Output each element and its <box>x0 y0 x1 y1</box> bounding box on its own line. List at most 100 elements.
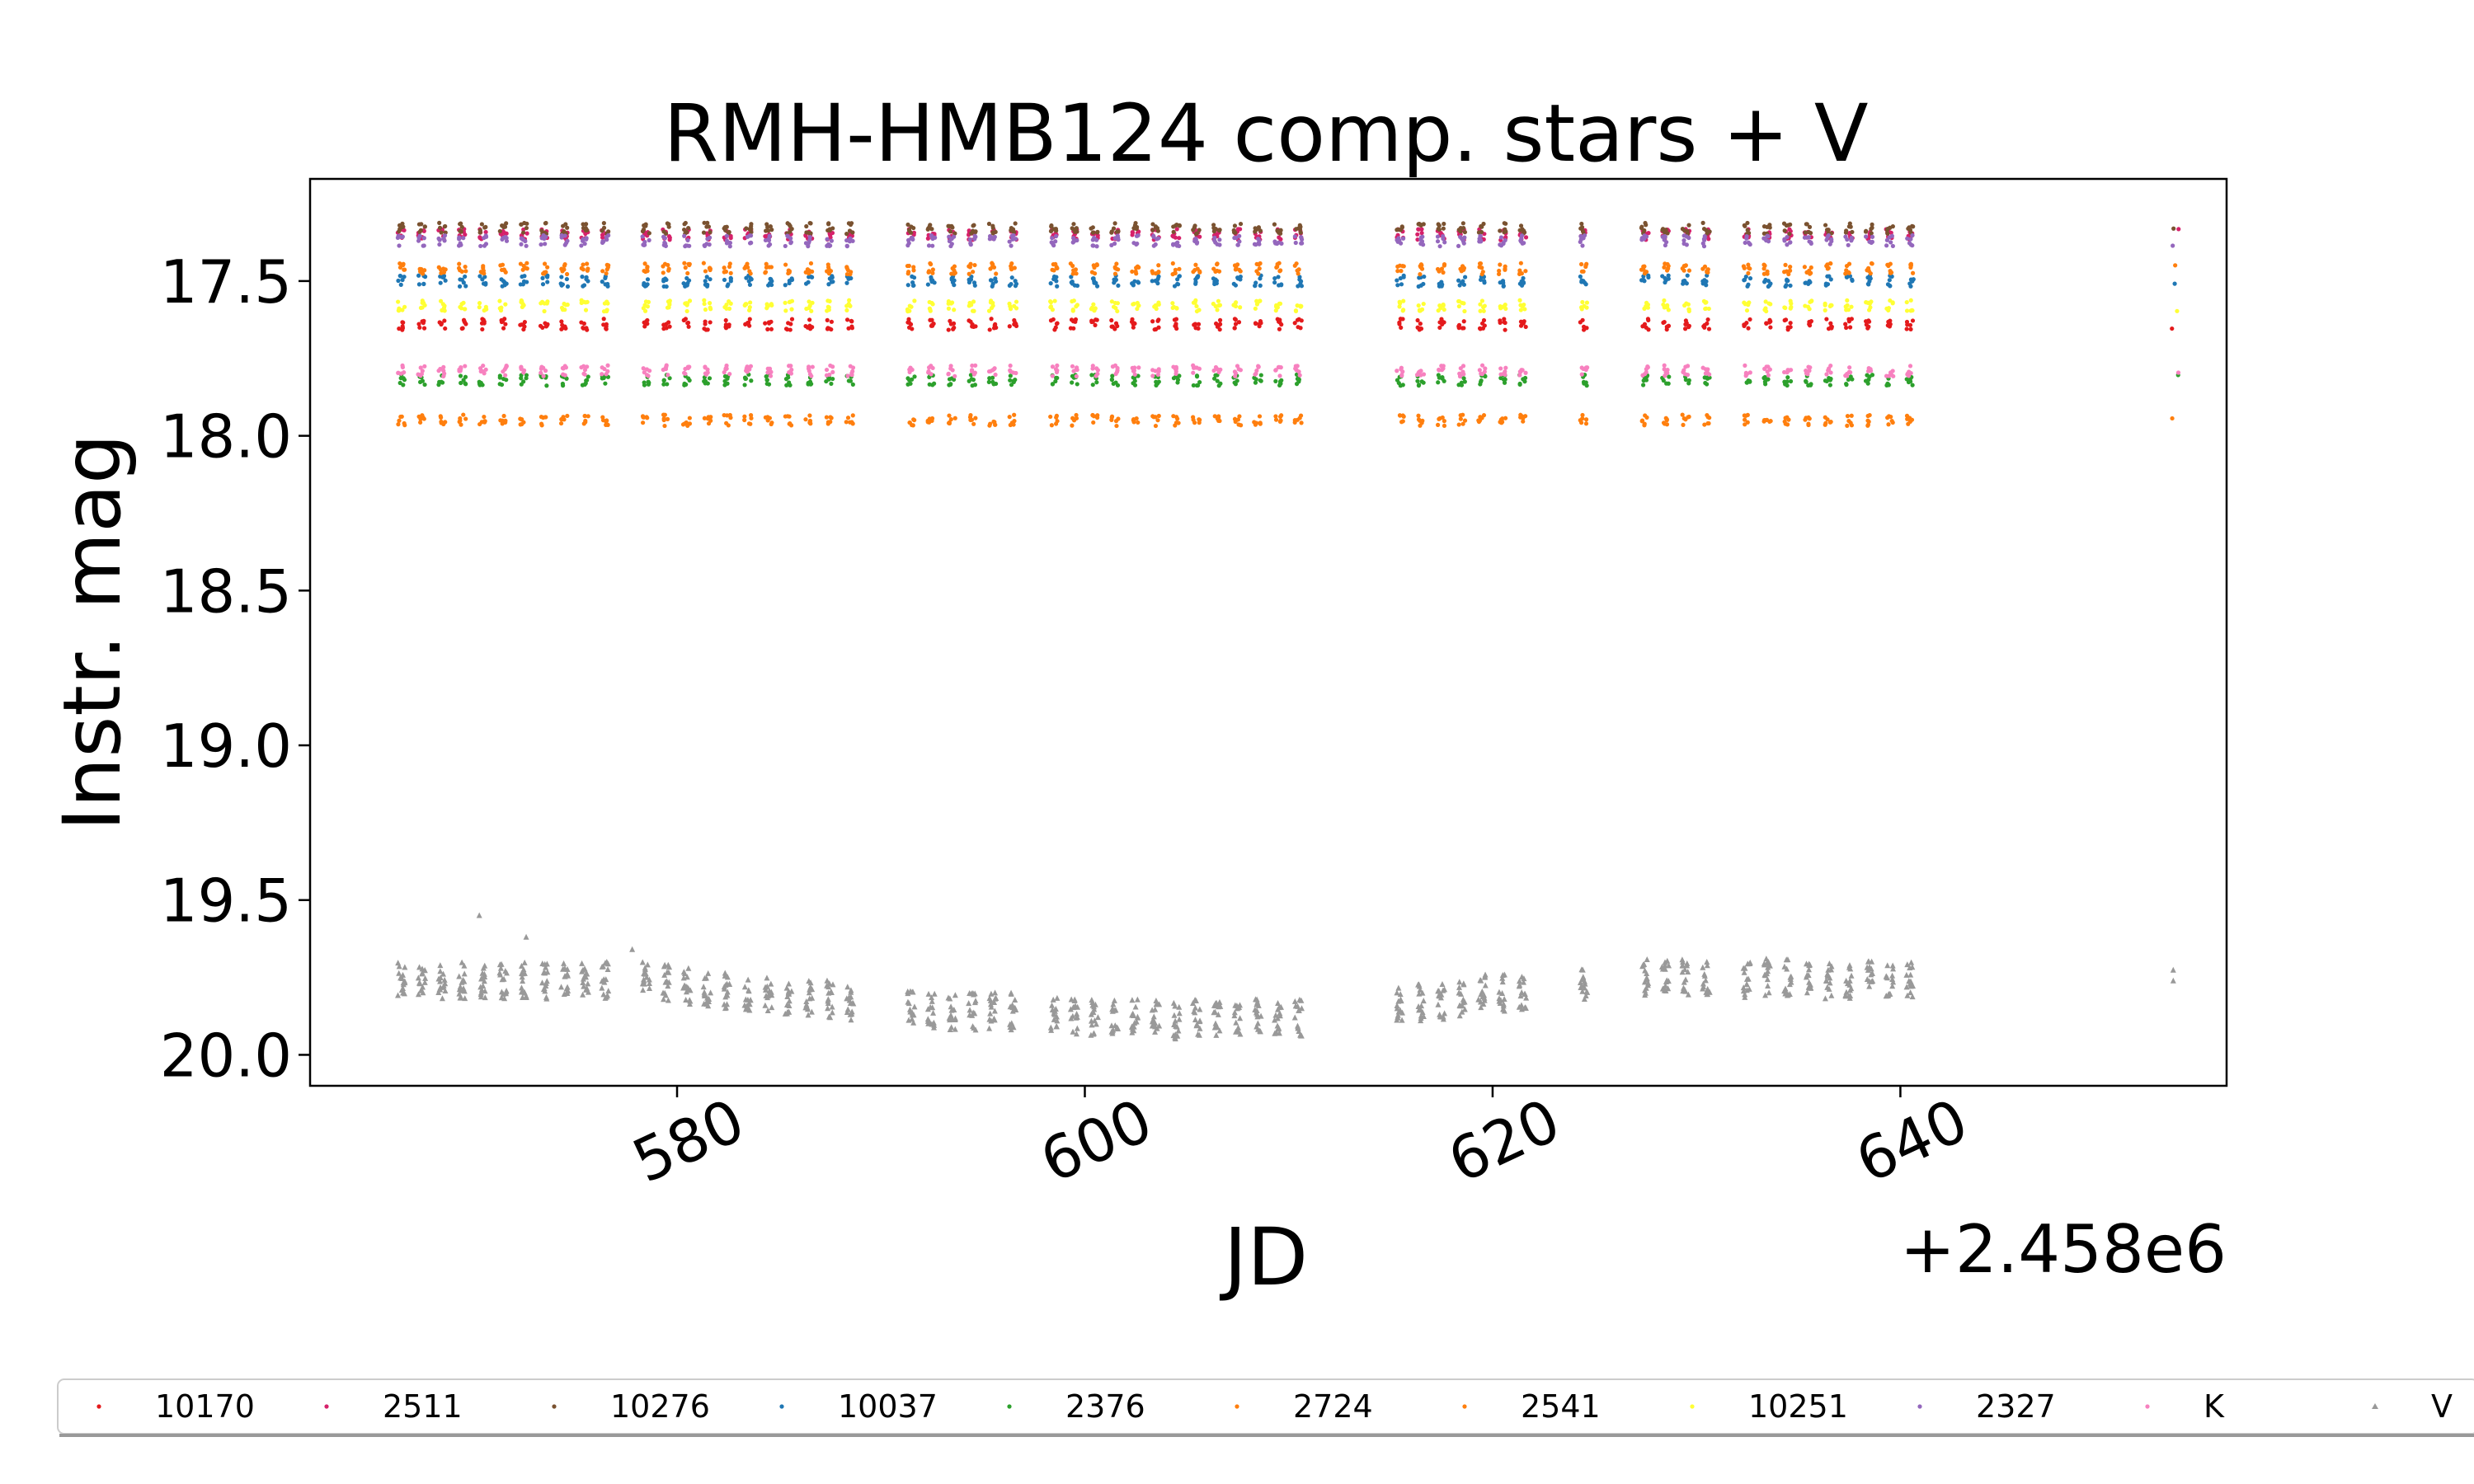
data-point <box>1174 317 1179 322</box>
data-point <box>1092 271 1098 276</box>
data-point <box>1888 270 1894 275</box>
data-point <box>1279 322 1284 327</box>
data-point <box>666 222 671 227</box>
data-point <box>605 265 610 270</box>
data-point <box>1415 317 1420 323</box>
data-point <box>809 308 814 313</box>
data-point <box>1479 371 1484 376</box>
data-point <box>948 1024 955 1031</box>
data-point <box>1660 227 1666 232</box>
data-point <box>1014 237 1018 242</box>
data-point <box>1051 1016 1057 1022</box>
data-point <box>1237 414 1242 419</box>
data-point <box>1906 226 1911 231</box>
data-point <box>684 984 691 990</box>
data-point <box>585 989 591 995</box>
data-point <box>521 379 526 384</box>
data-point <box>459 422 463 427</box>
data-point <box>439 379 444 384</box>
data-point <box>438 267 444 272</box>
data-point <box>1215 308 1220 312</box>
data-point <box>1843 322 1848 326</box>
data-point <box>1643 984 1649 991</box>
data-point <box>1008 990 1014 997</box>
data-point <box>663 366 669 372</box>
data-point <box>481 264 486 269</box>
data-point <box>503 302 508 307</box>
legend-label: V <box>2431 1388 2453 1425</box>
series-K <box>396 363 2181 379</box>
data-point <box>420 378 426 383</box>
data-point <box>1415 232 1420 237</box>
data-point <box>993 422 998 427</box>
data-point <box>722 265 727 270</box>
data-point <box>1418 423 1423 428</box>
data-point <box>991 999 998 1006</box>
data-point <box>1177 373 1182 378</box>
data-point <box>480 383 485 387</box>
data-point <box>1054 228 1059 233</box>
data-point <box>973 363 978 368</box>
data-point <box>911 265 916 270</box>
data-point <box>990 379 995 384</box>
data-point <box>420 305 425 310</box>
data-point <box>828 363 833 369</box>
data-point <box>1644 303 1649 308</box>
data-point <box>581 973 588 979</box>
data-point <box>564 241 569 246</box>
data-point <box>1114 423 1119 429</box>
data-point <box>1070 308 1075 313</box>
data-point <box>947 223 952 228</box>
data-point <box>400 308 405 312</box>
data-point <box>909 1016 915 1022</box>
data-point <box>1110 324 1115 329</box>
data-point <box>1134 233 1140 238</box>
data-point <box>1705 367 1710 372</box>
data-point <box>726 423 731 428</box>
data-point <box>703 269 708 274</box>
data-point <box>1501 284 1506 289</box>
data-point <box>1828 963 1835 970</box>
data-point <box>1272 275 1277 281</box>
data-point <box>579 320 584 325</box>
data-point <box>786 1008 793 1015</box>
data-point <box>581 983 587 989</box>
data-point <box>1663 370 1668 375</box>
data-point <box>810 275 815 279</box>
data-point <box>1704 279 1709 284</box>
data-point <box>421 416 426 421</box>
data-point <box>1419 989 1426 996</box>
data-point <box>785 234 791 239</box>
data-point <box>1109 317 1114 323</box>
data-point <box>747 317 752 322</box>
data-point <box>1700 984 1707 990</box>
data-point <box>1498 303 1503 309</box>
data-point <box>1705 317 1710 322</box>
data-point <box>1171 224 1176 229</box>
data-point <box>1884 962 1891 969</box>
data-point <box>972 230 978 235</box>
data-point <box>1518 989 1525 996</box>
data-point <box>1823 303 1827 308</box>
data-point <box>442 318 447 323</box>
data-point <box>989 317 994 322</box>
data-point <box>1788 973 1794 979</box>
data-point <box>1212 1020 1219 1026</box>
data-point <box>602 301 607 306</box>
data-point <box>1088 1031 1094 1038</box>
data-point <box>1129 1029 1136 1036</box>
data-point <box>749 229 754 235</box>
data-point <box>1580 299 1585 305</box>
data-point <box>1114 1026 1121 1032</box>
data-point <box>477 421 482 427</box>
data-point <box>948 364 953 369</box>
data-point <box>784 993 791 999</box>
data-point <box>1131 302 1136 307</box>
data-point <box>545 279 550 284</box>
data-point <box>1583 417 1589 422</box>
data-point <box>908 381 913 386</box>
data-point <box>1581 978 1587 984</box>
data-point <box>1075 237 1079 243</box>
data-point <box>1216 1027 1223 1034</box>
data-point <box>844 244 849 249</box>
